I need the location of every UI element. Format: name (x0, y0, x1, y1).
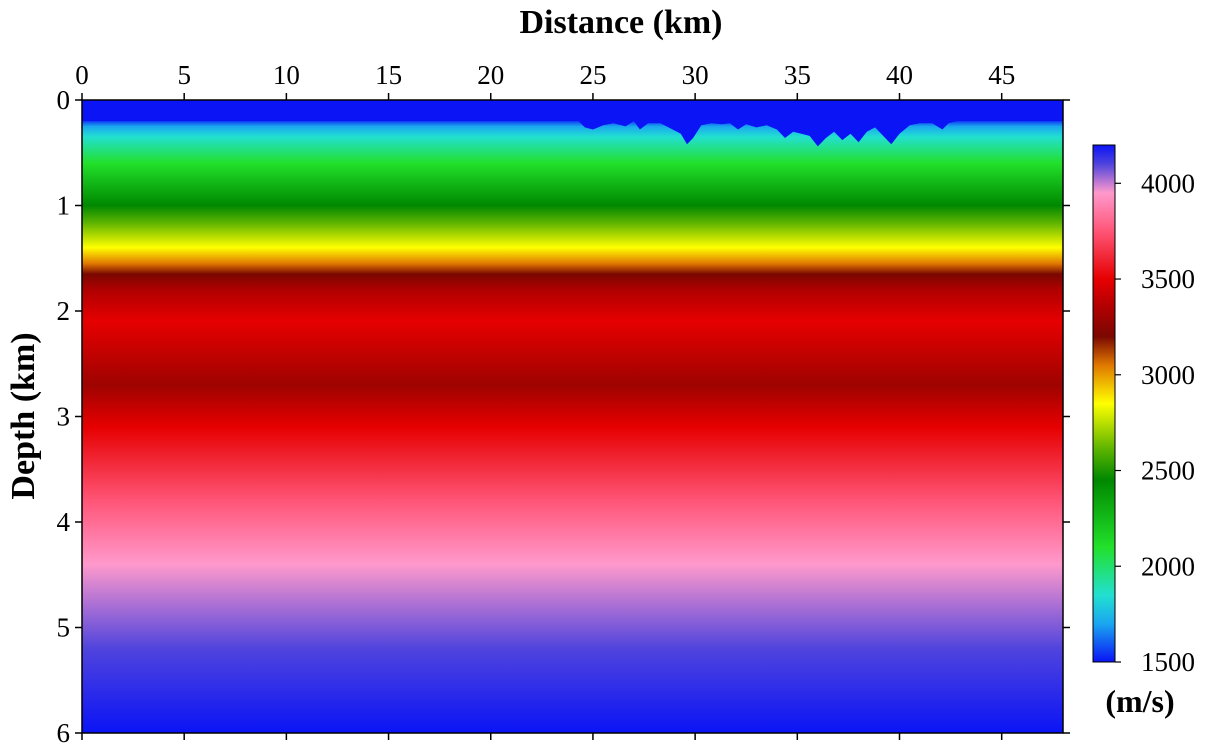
x-tick-label: 20 (477, 60, 504, 90)
velocity-field (82, 100, 1063, 733)
colorbar-tick-label: 3500 (1141, 264, 1195, 294)
y-tick-label: 6 (57, 718, 71, 748)
colorbar-tick-label: 4000 (1141, 168, 1195, 198)
colorbar-ticks: 1500 2000 2500 3000 3500 4000 (1115, 168, 1195, 677)
water-bottom-layer (82, 100, 1063, 147)
y-axis-title: Depth (km) (5, 332, 42, 499)
y-tick-label: 2 (57, 296, 71, 326)
x-tick-label: 40 (886, 60, 913, 90)
plot-area (81, 99, 1064, 734)
x-axis-title: Distance (km) (519, 4, 722, 41)
y-tick-label: 1 (57, 191, 71, 221)
x-tick-label: 5 (177, 60, 191, 90)
colorbar-tick-label: 1500 (1141, 647, 1195, 677)
x-tick-label: 15 (375, 60, 402, 90)
colorbar-scale (1092, 144, 1116, 663)
y-axis-ticks: 0 1 2 3 4 5 6 (57, 85, 1070, 748)
y-tick-label: 0 (57, 85, 71, 115)
y-tick-label: 3 (57, 402, 71, 432)
x-tick-label: 45 (988, 60, 1015, 90)
y-tick-label: 4 (57, 507, 71, 537)
colorbar-tick-label: 3000 (1141, 360, 1195, 390)
x-tick-label: 35 (784, 60, 811, 90)
colorbar-unit: (m/s) (1105, 683, 1174, 719)
colorbar: 1500 2000 2500 3000 3500 4000 (m/s) (1092, 144, 1195, 719)
x-axis-ticks: 0 5 10 15 20 25 30 35 40 45 (75, 60, 1015, 740)
x-tick-label: 0 (75, 60, 89, 90)
y-tick-label: 5 (57, 613, 71, 643)
colorbar-tick-label: 2000 (1141, 551, 1195, 581)
x-tick-label: 30 (682, 60, 709, 90)
colorbar-tick-label: 2500 (1141, 456, 1195, 486)
x-tick-label: 25 (579, 60, 606, 90)
x-tick-label: 10 (273, 60, 300, 90)
